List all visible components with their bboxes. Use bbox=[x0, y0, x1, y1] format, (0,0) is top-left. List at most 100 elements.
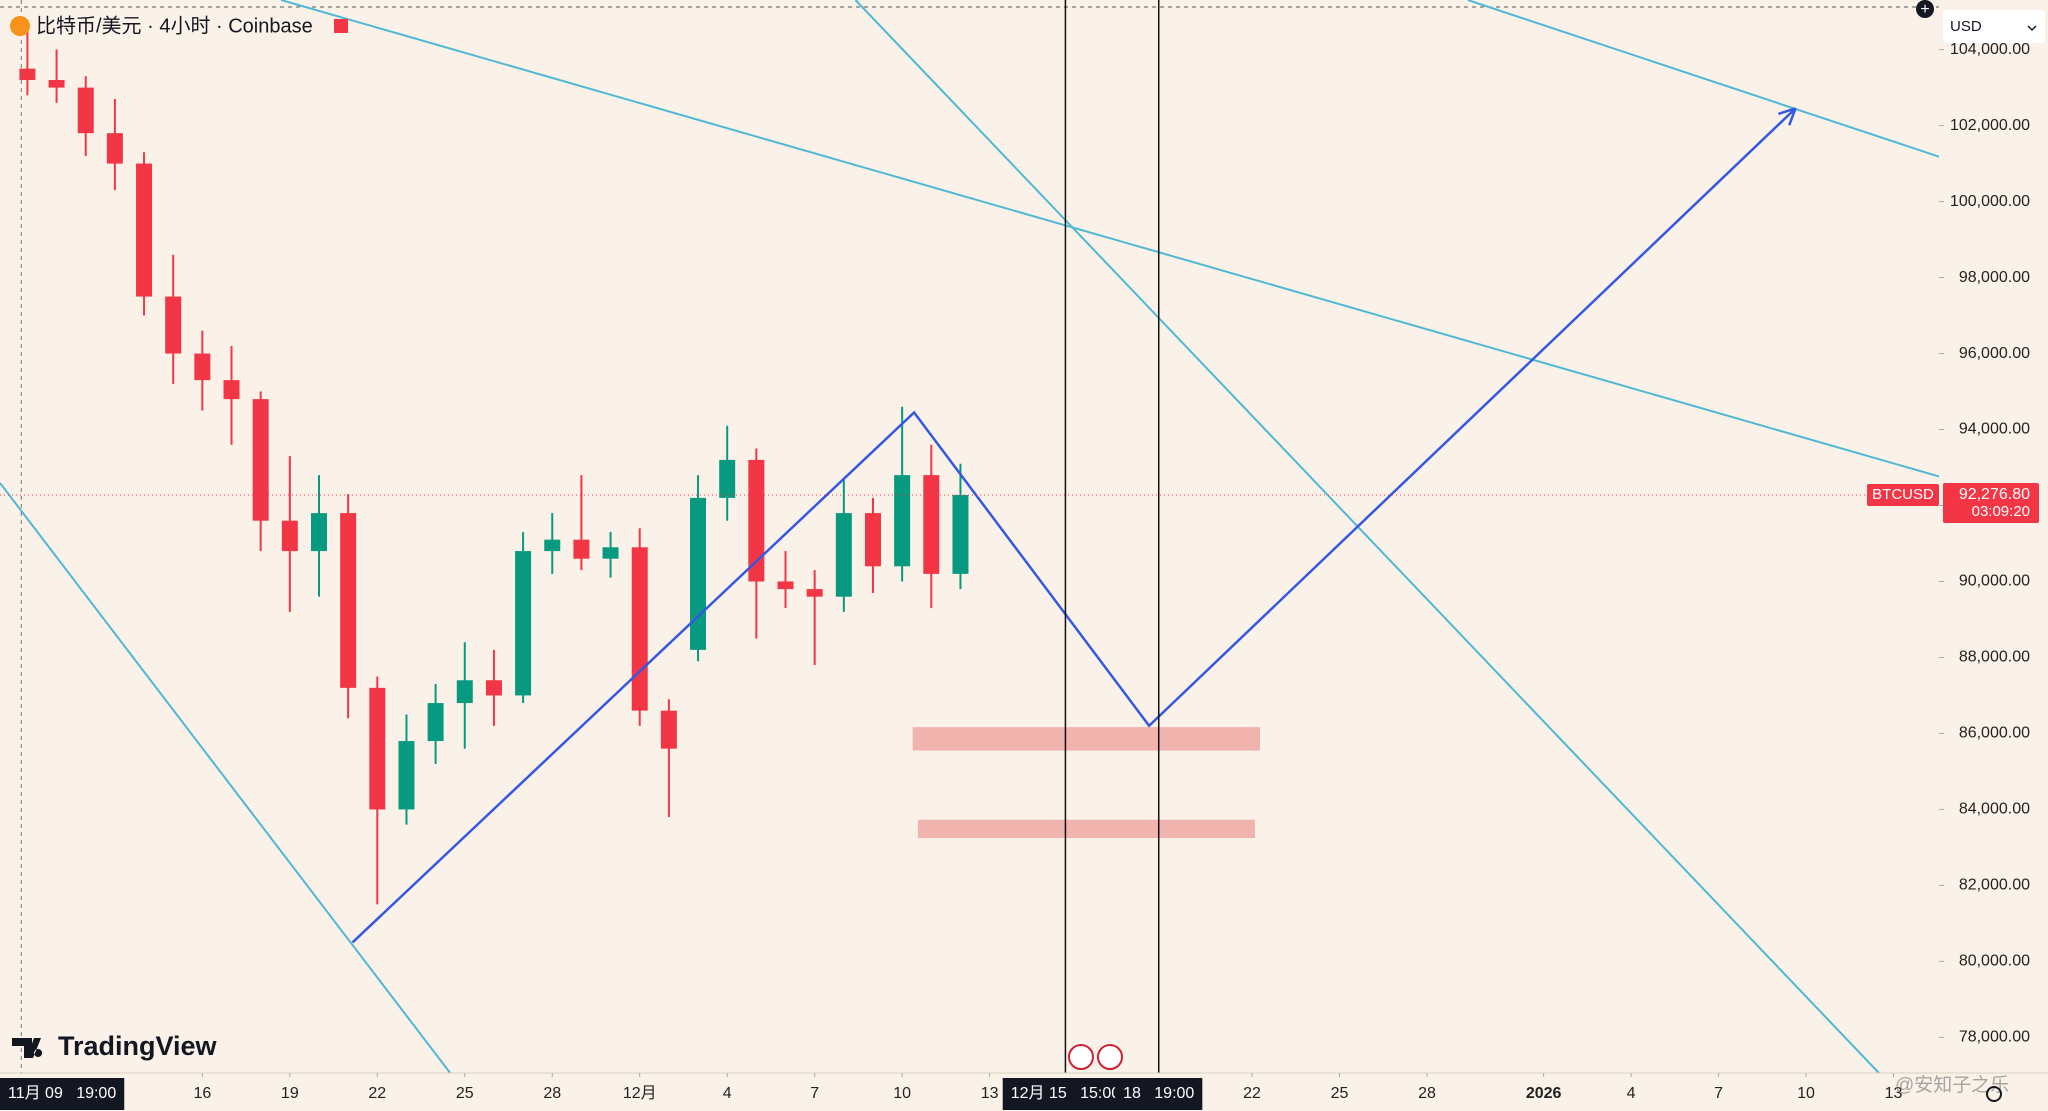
overlay: 78,000.00 80,000.00 82,000.00 84,000.00 86,0… bbox=[0, 41, 2048, 1110]
candle-body bbox=[660, 710, 677, 749]
time-marker-label: 12月 15 15:00 bbox=[1002, 1078, 1129, 1110]
add-button[interactable] bbox=[1916, 0, 1934, 18]
y-tick-label: 82,000.00 bbox=[1959, 877, 2030, 894]
candle-body bbox=[398, 741, 415, 810]
candle-body bbox=[602, 547, 619, 559]
trend-line bbox=[280, 0, 1940, 478]
arrow-head bbox=[1778, 107, 1796, 116]
time-marker-box bbox=[1002, 1078, 1129, 1110]
x-tick-label: 7 bbox=[1714, 1085, 1723, 1102]
x-tick-label: 22 bbox=[1243, 1085, 1261, 1102]
price-zone bbox=[912, 727, 1260, 751]
add-icon: + bbox=[1920, 1, 1929, 18]
y-tick-label: 88,000.00 bbox=[1959, 649, 2030, 666]
price-box bbox=[1943, 482, 2039, 523]
x-tick-label: 13 bbox=[1885, 1085, 1903, 1102]
countdown-label: 03:09:20 bbox=[1972, 503, 2030, 520]
y-tick-label: 86,000.00 bbox=[1959, 725, 2030, 742]
x-tick-label: 19 bbox=[281, 1085, 299, 1102]
x-tick-label: 10 bbox=[893, 1085, 911, 1102]
candle-body bbox=[515, 551, 532, 696]
candle-body bbox=[77, 87, 94, 134]
candle-body bbox=[806, 589, 823, 597]
candle-body bbox=[165, 296, 182, 354]
candle-body bbox=[748, 459, 765, 582]
logo-text: TradingView bbox=[58, 1031, 218, 1061]
candle-body bbox=[544, 539, 561, 552]
event-icon[interactable] bbox=[1068, 1044, 1094, 1070]
symbol-box bbox=[1867, 483, 1939, 506]
trend-line bbox=[854, 0, 1880, 1074]
candle-body bbox=[310, 513, 327, 552]
time-marker-label: 18 19:00 bbox=[1115, 1078, 1203, 1110]
time-marker-text: 11月 09 19:00 bbox=[8, 1085, 116, 1102]
candle-body bbox=[631, 547, 648, 711]
x-tick-label: 16 bbox=[193, 1085, 211, 1102]
candle-body bbox=[485, 680, 502, 696]
logo-mark bbox=[12, 1038, 43, 1058]
currency-label: USD bbox=[1950, 18, 1982, 35]
candle-body bbox=[48, 80, 65, 88]
candle-body bbox=[427, 703, 444, 742]
arrow-head bbox=[1788, 107, 1797, 126]
projection-path bbox=[351, 107, 1797, 944]
settings-icon[interactable] bbox=[1986, 1086, 2002, 1102]
candle-body bbox=[369, 687, 386, 810]
x-tick-label: 7 bbox=[810, 1085, 819, 1102]
x-tick-label: 4 bbox=[1627, 1085, 1636, 1102]
time-marker-text: 12月 15 15:00 bbox=[1011, 1085, 1121, 1102]
y-tick-label: 80,000.00 bbox=[1959, 953, 2030, 970]
candle-body bbox=[340, 513, 357, 688]
y-tick-label: 102,000.00 bbox=[1950, 117, 2030, 134]
candle-body bbox=[835, 513, 852, 597]
chart-title: 比特币/美元 · 4小时 · Coinbase bbox=[36, 14, 313, 37]
x-tick-label: 25 bbox=[1331, 1085, 1349, 1102]
x-tick-label: 28 bbox=[1418, 1085, 1436, 1102]
candle-body bbox=[223, 380, 240, 400]
symbol-label: BTCUSD bbox=[1872, 486, 1934, 503]
y-tick-label: 90,000.00 bbox=[1959, 573, 2030, 590]
time-marker-box bbox=[0, 1078, 125, 1110]
trend-line bbox=[1467, 0, 1940, 158]
price-label: 92,276.80 bbox=[1959, 486, 2030, 503]
watermark: @安知子之乐 bbox=[1895, 1074, 2009, 1096]
x-tick-label: 12月 bbox=[623, 1085, 657, 1102]
coin-icon bbox=[10, 16, 30, 36]
candle-body bbox=[719, 459, 736, 498]
x-tick-label: 22 bbox=[368, 1085, 386, 1102]
event-icon[interactable] bbox=[1097, 1044, 1123, 1070]
price-zone bbox=[917, 819, 1255, 839]
time-marker-label: 11月 09 19:00 bbox=[0, 1078, 125, 1110]
y-tick-label: 84,000.00 bbox=[1959, 801, 2030, 818]
y-tick-label: 96,000.00 bbox=[1959, 345, 2030, 362]
x-tick-label: 25 bbox=[456, 1085, 474, 1102]
time-marker-box bbox=[1115, 1078, 1203, 1110]
time-marker-text: 18 19:00 bbox=[1123, 1085, 1194, 1102]
y-tick-label: 104,000.00 bbox=[1950, 41, 2030, 58]
flag-icon bbox=[334, 19, 348, 33]
candle-body bbox=[777, 581, 794, 590]
candle-body bbox=[923, 475, 940, 574]
candle-body bbox=[952, 494, 969, 574]
candle-body bbox=[864, 513, 881, 567]
y-tick-label: 98,000.00 bbox=[1959, 269, 2030, 286]
candle-body bbox=[194, 353, 211, 381]
y-tick-label: 100,000.00 bbox=[1950, 193, 2030, 210]
candle-body bbox=[690, 497, 707, 650]
x-tick-label: 13 bbox=[981, 1085, 999, 1102]
candle-body bbox=[19, 68, 36, 81]
y-tick-label: 78,000.00 bbox=[1959, 1029, 2030, 1046]
x-tick-label: 28 bbox=[543, 1085, 561, 1102]
plot-area bbox=[0, 0, 1940, 1074]
currency-select[interactable] bbox=[1943, 10, 2045, 43]
x-tick-label: 10 bbox=[1797, 1085, 1815, 1102]
candle-body bbox=[136, 163, 153, 297]
y-tick-label: 94,000.00 bbox=[1959, 421, 2030, 438]
candle-body bbox=[252, 399, 269, 521]
trend-line bbox=[0, 482, 451, 1074]
dropdown-arrow bbox=[2027, 25, 2037, 32]
x-tick-label: 2026 bbox=[1526, 1085, 1562, 1102]
candle-body bbox=[281, 520, 298, 552]
